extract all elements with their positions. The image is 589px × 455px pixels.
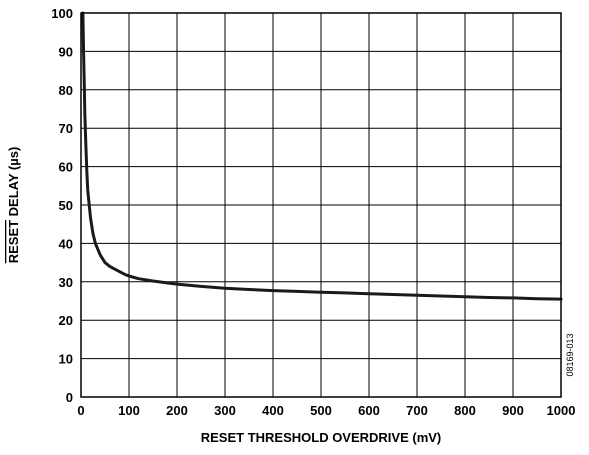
- y-tick-label: 80: [59, 83, 73, 98]
- x-tick-labels: 0 100 200 300 400 500 600 700 800 900 1000: [77, 403, 575, 418]
- y-tick-label: 10: [59, 352, 73, 367]
- x-tick-label: 700: [406, 403, 428, 418]
- curve-layer: [81, 11, 563, 301]
- y-tick-label: 100: [51, 6, 73, 21]
- grid: [80, 12, 562, 398]
- y-tick-label: 20: [59, 313, 73, 328]
- y-tick-labels: 0 10 20 30 40 50 60 70 80 90 100: [51, 6, 73, 405]
- x-tick-label: 1000: [547, 403, 576, 418]
- y-axis-title: RESET DELAY (µs): [6, 147, 21, 264]
- x-tick-label: 100: [118, 403, 140, 418]
- x-tick-label: 600: [358, 403, 380, 418]
- x-axis-title: RESET THRESHOLD OVERDRIVE (mV): [201, 430, 442, 445]
- y-tick-label: 60: [59, 160, 73, 175]
- x-tick-label: 800: [454, 403, 476, 418]
- y-tick-label: 0: [66, 390, 73, 405]
- y-tick-label: 40: [59, 236, 73, 251]
- figure-id: 08169-013: [565, 333, 575, 376]
- y-tick-label: 70: [59, 121, 73, 136]
- x-tick-label: 500: [310, 403, 332, 418]
- x-tick-label: 200: [166, 403, 188, 418]
- y-tick-label: 30: [59, 275, 73, 290]
- plot-frame: [80, 12, 562, 398]
- y-axis-title-overlined: RESET: [6, 220, 21, 263]
- y-tick-label: 50: [59, 198, 73, 213]
- x-tick-label: 900: [502, 403, 524, 418]
- x-tick-label: 300: [214, 403, 236, 418]
- y-tick-label: 90: [59, 44, 73, 59]
- x-tick-label: 400: [262, 403, 284, 418]
- x-tick-label: 0: [77, 403, 84, 418]
- series-line: [81, 11, 563, 301]
- y-axis-title-rest: DELAY (µs): [6, 147, 21, 220]
